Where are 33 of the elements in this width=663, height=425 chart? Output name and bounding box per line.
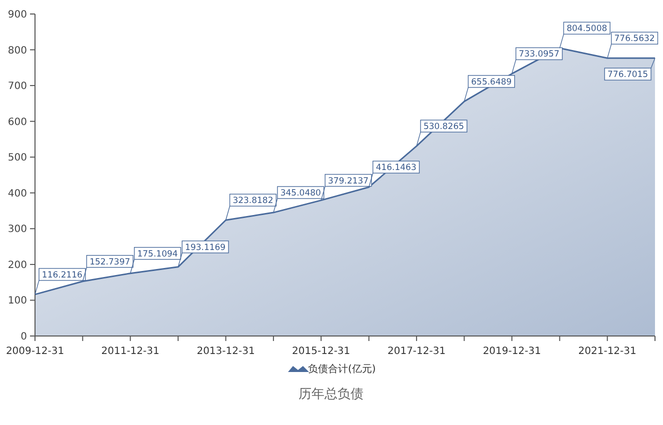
y-tick-label: 0	[20, 332, 27, 342]
y-tick-label: 400	[8, 188, 27, 200]
data-label: 416.1463	[376, 163, 416, 174]
y-tick-label: 500	[8, 152, 27, 164]
y-tick-label: 700	[8, 81, 27, 92]
x-tick-label: 2011-12-31	[101, 346, 160, 357]
data-label: 379.2137	[328, 176, 369, 186]
data-label: 530.8265	[423, 122, 464, 132]
x-tick-label: 2015-12-31	[292, 346, 350, 357]
data-label: 193.1169	[185, 242, 226, 253]
x-tick-label: 2019-12-31	[482, 346, 541, 357]
data-label: 804.5008	[566, 24, 608, 34]
x-tick-label: 2021-12-31	[578, 346, 636, 357]
y-tick-label: 600	[8, 116, 27, 128]
y-tick-label: 200	[8, 260, 27, 271]
y-tick-label: 100	[8, 296, 27, 307]
data-label: 345.0480	[280, 188, 321, 199]
data-label: 116.2116	[42, 270, 82, 280]
x-tick-label: 2013-12-31	[196, 346, 255, 357]
data-label: 152.7397	[90, 257, 130, 268]
data-label: 655.6489	[471, 77, 512, 88]
x-tick-label: 2017-12-31	[387, 346, 446, 357]
y-tick-label: 800	[8, 45, 27, 56]
y-tick-label: 300	[8, 224, 27, 236]
data-label: 323.8182	[232, 196, 274, 206]
text: 历年总负债	[298, 387, 364, 402]
data-label: 776.5632	[614, 34, 655, 44]
y-tick-label: 900	[8, 10, 27, 20]
data-label: 733.0957	[518, 50, 560, 60]
x-tick-label: 2009-12-31	[6, 346, 64, 357]
data-label: 776.7015	[608, 70, 648, 80]
legend-label: 负债合计(亿元)	[308, 363, 376, 375]
data-label: 175.1094	[137, 249, 178, 260]
